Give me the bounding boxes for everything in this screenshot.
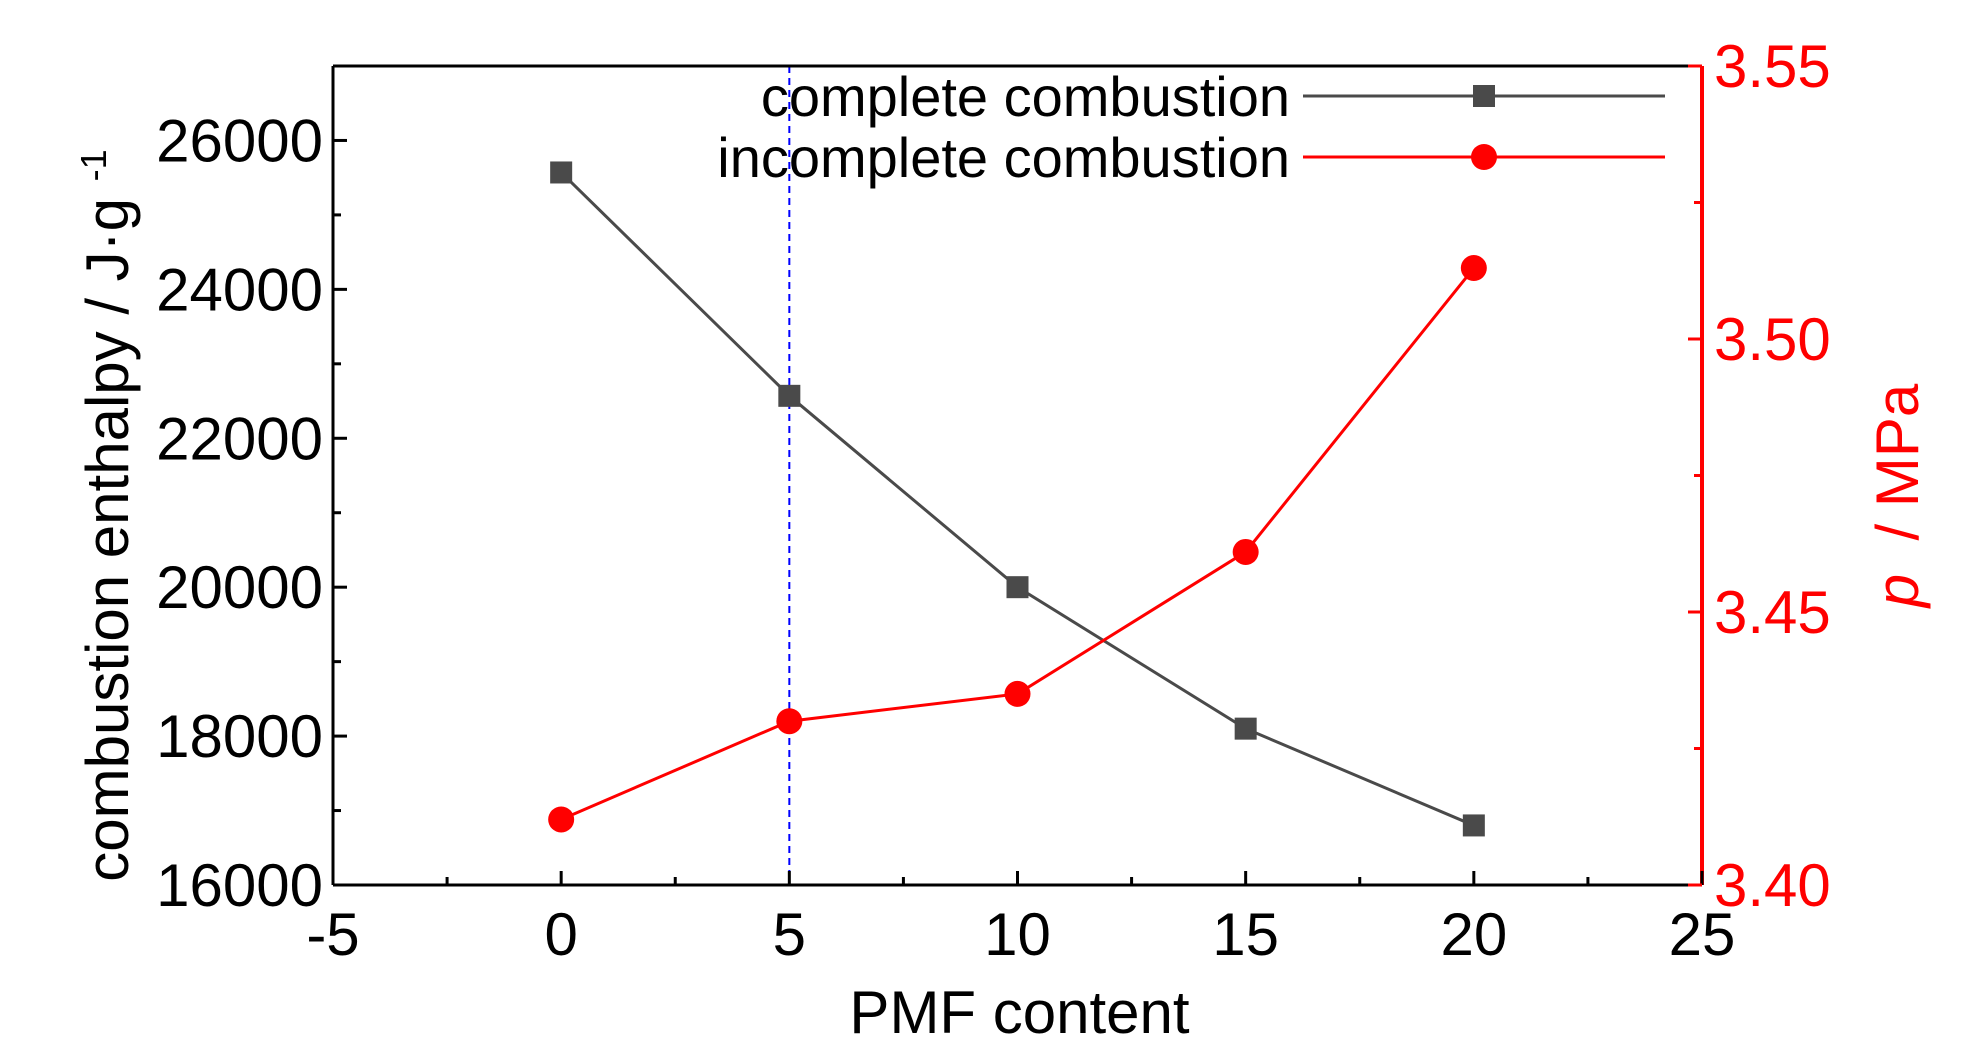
right-y-tick-label: 3.55 [1714,33,1831,100]
x-tick-label: 20 [1440,901,1507,968]
series-layer [548,161,1487,837]
x-tick-label: 5 [773,901,806,968]
right-y-tick-label: 3.40 [1714,852,1831,919]
legend-label: incomplete combustion [717,126,1290,189]
right-y-axis-title: p / MPa [1864,383,1931,609]
x-tick-label: 15 [1212,901,1279,968]
x-tick-label: 10 [984,901,1051,968]
legend-marker-square [1473,85,1495,107]
left-y-axis-title-superscript: -1 [73,149,114,181]
left-y-axis-title: combustion enthalpy / J·g -1 [73,149,141,881]
legend-marker-circle [1471,144,1497,170]
axes-layer: -5 0 5 10 15 20 25 16000 18000 20000 22000 24000 260… [156,33,1831,968]
right-y-axis-title-unit: / MPa [1864,383,1931,557]
series-line-incomplete [560,267,1476,821]
data-point-incomplete [1232,538,1259,565]
x-tick-label: 0 [544,901,577,968]
data-point-complete [1462,814,1485,837]
left-y-axis-title-main: combustion enthalpy / J·g [74,198,141,882]
data-point-complete [1006,576,1029,599]
data-point-incomplete [776,708,803,735]
legend-label: complete combustion [761,65,1290,128]
left-y-tick-label: 18000 [156,703,323,770]
left-y-tick-label: 16000 [156,852,323,919]
right-y-axis-title-symbol: p [1864,574,1931,609]
left-y-tick-label: 20000 [156,554,323,621]
data-point-incomplete [548,806,575,833]
left-y-tick-label: 24000 [156,256,323,323]
data-point-complete [1234,717,1257,740]
series-line-complete [560,171,1475,827]
x-tick-label: 25 [1669,901,1736,968]
right-y-tick-label: 3.50 [1714,306,1831,373]
data-point-incomplete [1460,255,1487,282]
axis-titles: PMF content combustion enthalpy / J·g -1… [73,149,1931,1046]
left-y-tick-label: 22000 [156,405,323,472]
data-point-incomplete [1004,680,1031,707]
right-y-tick-label: 3.45 [1714,579,1831,646]
left-y-tick-label: 26000 [156,107,323,174]
data-point-complete [778,384,801,407]
x-axis-title: PMF content [849,979,1189,1046]
data-point-complete [550,161,573,184]
x-tick-label: -5 [306,901,359,968]
